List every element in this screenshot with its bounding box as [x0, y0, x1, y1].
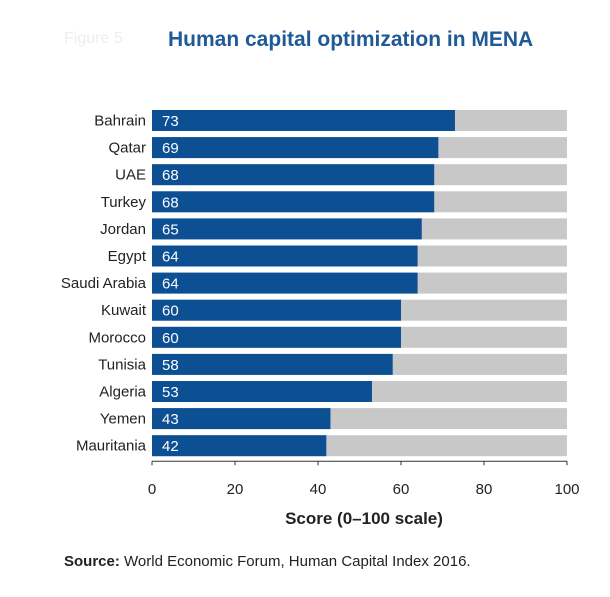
value-label: 60: [162, 303, 179, 320]
value-label: 43: [162, 411, 179, 428]
category-label: Turkey: [101, 194, 147, 211]
bar: [152, 381, 372, 402]
category-label: Morocco: [88, 329, 146, 346]
value-label: 64: [162, 249, 179, 266]
x-tick-label: 40: [310, 481, 327, 498]
value-label: 68: [162, 194, 179, 211]
category-label: Yemen: [100, 411, 146, 428]
x-tick-label: 20: [227, 481, 244, 498]
bar: [152, 218, 422, 240]
bar: [152, 353, 393, 375]
bar: [152, 408, 331, 430]
bar: [152, 110, 455, 131]
value-label: 42: [162, 438, 179, 455]
bar: [152, 272, 418, 294]
category-label: Jordan: [100, 221, 146, 238]
bar: [152, 245, 418, 267]
category-label: Qatar: [108, 140, 146, 157]
value-label: 60: [162, 330, 179, 347]
category-label: Algeria: [99, 384, 146, 401]
value-label: 53: [162, 384, 179, 401]
source-note: Source: World Economic Forum, Human Capi…: [64, 553, 471, 570]
value-label: 73: [162, 113, 179, 130]
x-axis-title: Score (0–100 scale): [285, 509, 443, 528]
value-label: 58: [162, 357, 179, 374]
figure-label: Figure 5: [64, 30, 123, 47]
bar: [152, 137, 439, 159]
value-label: 69: [162, 140, 179, 157]
category-label: Tunisia: [98, 356, 146, 373]
bar: [152, 326, 401, 348]
category-label: Kuwait: [101, 302, 147, 319]
x-tick-label: 80: [476, 481, 493, 498]
x-tick-label: 60: [393, 481, 410, 498]
category-label: UAE: [115, 167, 146, 184]
category-label: Saudi Arabia: [61, 275, 147, 292]
source-label: Source:: [64, 553, 120, 570]
source-text: World Economic Forum, Human Capital Inde…: [119, 553, 471, 570]
x-tick-label: 100: [554, 481, 579, 498]
bar: [152, 299, 401, 321]
x-tick-label: 0: [148, 481, 156, 498]
chart-title: Human capital optimization in MENA: [168, 28, 534, 51]
value-label: 68: [162, 167, 179, 184]
bar: [152, 435, 327, 457]
value-label: 65: [162, 221, 179, 238]
category-label: Mauritania: [76, 438, 147, 455]
bar: [152, 191, 435, 213]
category-label: Egypt: [108, 248, 147, 265]
category-label: Bahrain: [94, 113, 146, 130]
bar: [152, 164, 435, 186]
value-label: 64: [162, 276, 179, 293]
